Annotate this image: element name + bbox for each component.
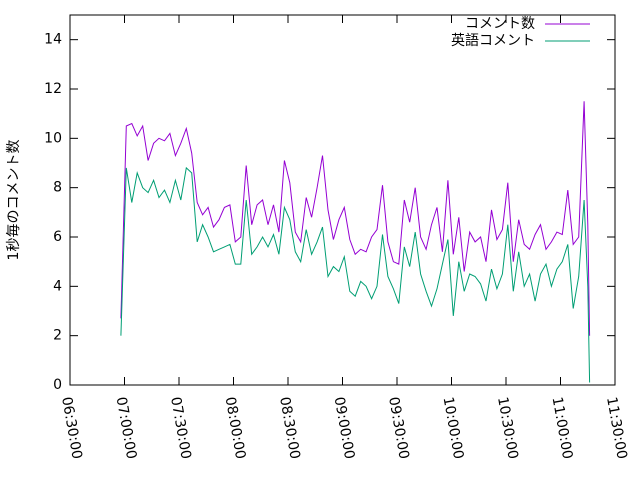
x-tick-label: 06:30:00	[58, 396, 85, 461]
legend-label: コメント数	[465, 16, 535, 32]
y-tick-label: 6	[53, 229, 62, 245]
series-line	[120, 101, 591, 336]
series-line	[120, 166, 591, 383]
y-tick-label: 4	[53, 278, 62, 294]
y-tick-label: 14	[44, 32, 62, 48]
y-tick-label: 10	[44, 130, 62, 146]
x-tick-label: 08:30:00	[276, 396, 303, 461]
y-tick-label: 2	[53, 328, 62, 344]
x-tick-label: 11:00:00	[549, 396, 576, 461]
x-tick-label: 09:30:00	[385, 396, 412, 461]
y-tick-label: 8	[53, 180, 62, 196]
legend-label: 英語コメント	[451, 32, 535, 49]
x-tick-label: 10:30:00	[494, 396, 521, 461]
x-tick-label: 07:30:00	[167, 396, 194, 461]
x-tick-label: 07:00:00	[113, 396, 140, 461]
y-axis-label: 1秒毎のコメント数	[6, 140, 22, 261]
plot-border	[69, 14, 616, 386]
x-tick-label: 10:00:00	[440, 396, 467, 461]
x-tick-label: 11:30:00	[603, 396, 630, 461]
x-tick-label: 09:00:00	[331, 396, 358, 461]
y-tick-label: 12	[44, 81, 62, 97]
y-tick-label: 0	[53, 377, 62, 393]
x-tick-label: 08:00:00	[222, 396, 249, 461]
